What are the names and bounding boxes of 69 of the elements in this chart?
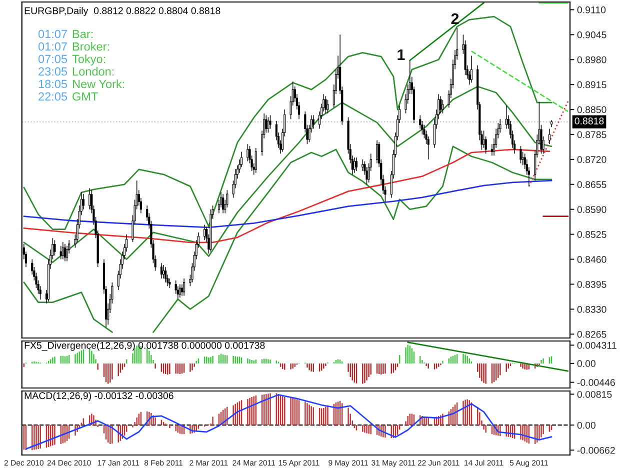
candlestick [505,105,508,130]
annotation: GMT [72,92,98,101]
y-tick-label: 0.9045 [577,31,606,38]
line-series [25,394,552,450]
candlestick [269,114,272,130]
y-tick-label: 0.00 [577,422,596,429]
candlestick [168,278,171,288]
y-tick-label: 0.8655 [577,181,606,188]
y-tick-label: 0.00815 [577,390,612,398]
candlestick [312,114,314,130]
candlestick [362,159,364,172]
candlestick [267,116,270,133]
annotation: New York: [72,80,124,88]
candlestick [548,128,551,144]
annotation: Tokyo: [72,54,106,66]
annotation: 22:05 [38,92,68,101]
candlestick [470,55,473,84]
chart-title: EURGBP,Daily 0.8812 0.8822 0.8804 0.8818 [24,7,220,16]
y-tick-label: 0.8330 [577,306,606,313]
candlestick [246,144,249,162]
annotation: Broker: [72,42,109,51]
line-series [23,180,552,228]
y-tick-label: -0.00446 [577,379,615,386]
candlestick [324,96,327,114]
candlestick [376,140,378,164]
annotation: 01:07 [38,30,67,38]
annotation: Bar: [72,30,93,38]
chart-title: MACD(12,26,9) -0.00132 -0.00306 [24,392,174,402]
annotation: 23:05 [38,67,68,76]
chart-title: FX5_Divergence(12,26,9) 0.001738 0.000000 0.001738 [24,342,265,351]
y-tick-label: 0.8460 [577,256,606,263]
candlestick [254,148,257,174]
y-tick-label: 0.8915 [577,81,606,88]
candlestick [222,194,224,214]
candlestick [326,100,329,114]
candlestick [62,242,64,260]
y-tick-label: 0.8850 [577,106,606,114]
candlestick [178,284,181,298]
y-tick-label: 0.9110 [577,6,606,14]
candlestick [204,224,206,240]
y-tick-label: 0.004311 [577,342,616,349]
candlestick [162,264,165,279]
candlestick [183,278,186,296]
annotation: 01:07 [38,42,67,51]
candlestick [355,157,358,172]
ref-line-label: 0.8818 [574,118,604,124]
y-tick-label: 0.8980 [577,56,606,64]
y-tick-label: -0.00662 [577,446,615,454]
candlestick [164,266,167,283]
annotation: London: [72,67,114,76]
annotation: 2 [451,13,459,24]
y-tick-label: 0.00 [577,360,596,368]
y-tick-label: 0.8265 [577,330,606,338]
annotation: 18:05 [38,80,68,88]
candlestick [442,100,444,114]
candlestick [160,262,163,279]
candlestick [88,188,91,210]
candlestick [54,240,56,256]
annotation: 07:05 [38,54,68,64]
y-tick-label: 0.8525 [577,231,606,238]
y-tick-label: 0.8785 [577,131,606,138]
candlestick [60,245,62,260]
candlestick [64,244,66,262]
y-tick-label: 0.8720 [577,156,606,164]
candlestick [353,157,356,174]
candlestick [520,146,522,164]
y-tick-label: 0.8590 [577,206,606,213]
annotation: 1 [398,49,405,60]
y-tick-label: 0.8395 [577,280,606,288]
